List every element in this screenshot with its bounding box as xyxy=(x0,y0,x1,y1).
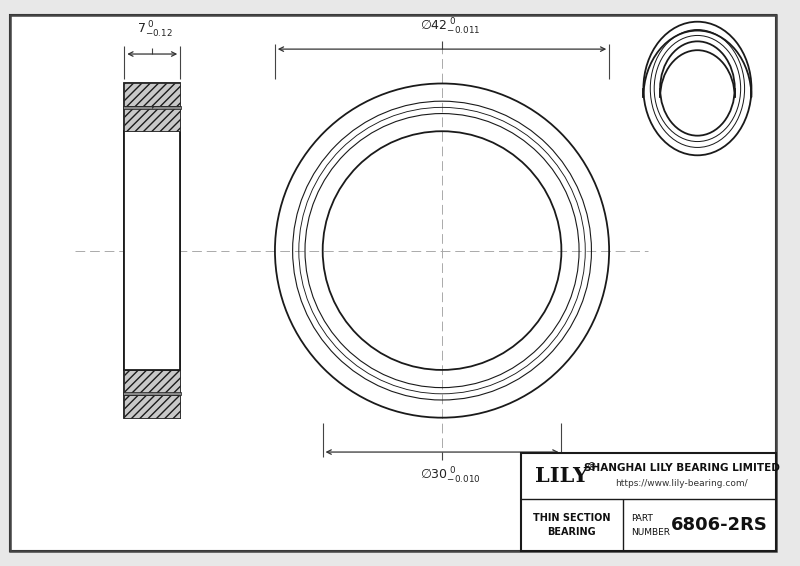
Bar xyxy=(125,108,180,131)
Ellipse shape xyxy=(151,393,153,395)
Bar xyxy=(125,84,180,418)
Text: 7$^{\ 0}_{-0.12}$: 7$^{\ 0}_{-0.12}$ xyxy=(138,20,173,40)
Bar xyxy=(125,84,180,106)
Bar xyxy=(123,392,181,395)
Circle shape xyxy=(151,107,153,108)
Text: ®: ® xyxy=(586,462,596,472)
Bar xyxy=(521,453,776,551)
Text: $\varnothing$30$^{\ 0}_{-0.010}$: $\varnothing$30$^{\ 0}_{-0.010}$ xyxy=(419,466,480,486)
Bar xyxy=(125,370,180,393)
Bar xyxy=(125,395,180,418)
Text: PART: PART xyxy=(630,514,653,523)
Text: NUMBER: NUMBER xyxy=(630,528,670,537)
Text: THIN SECTION: THIN SECTION xyxy=(533,513,610,523)
Bar xyxy=(123,106,181,109)
Text: LILY: LILY xyxy=(535,466,588,486)
Text: BEARING: BEARING xyxy=(547,527,596,537)
Text: SHANGHAI LILY BEARING LIMITED: SHANGHAI LILY BEARING LIMITED xyxy=(583,463,779,473)
Text: $\varnothing$42$^{\ 0}_{-0.011}$: $\varnothing$42$^{\ 0}_{-0.011}$ xyxy=(420,17,480,37)
Text: https://www.lily-bearing.com/: https://www.lily-bearing.com/ xyxy=(615,479,748,488)
Bar xyxy=(125,131,180,370)
Text: 6806-2RS: 6806-2RS xyxy=(670,516,767,534)
